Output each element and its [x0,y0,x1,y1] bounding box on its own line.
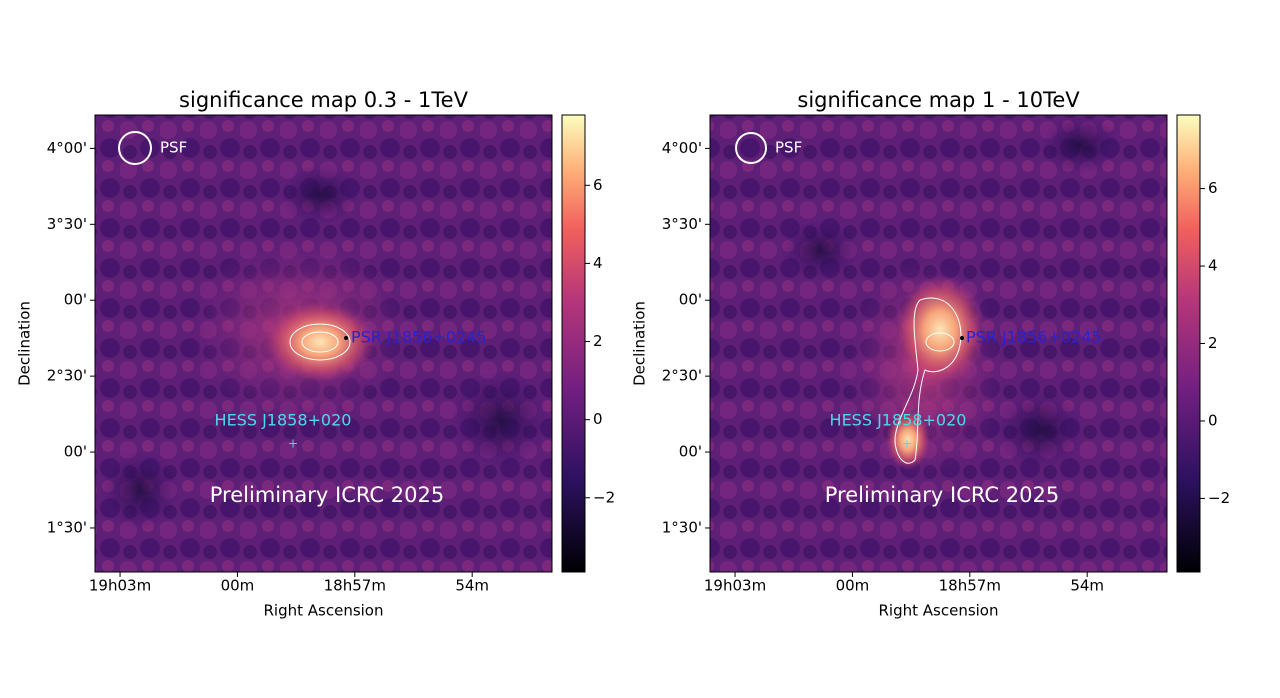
colorbar-tick-label: −2 [1208,489,1230,507]
colorbar-tick-label: −2 [593,488,615,506]
x-tick-label: 19h03m [704,577,766,595]
panel-1-image: + [710,115,1167,572]
axes-frame [94,114,553,573]
annotation: PSR J1856+0245 [966,328,1102,347]
colorbar-tick-label: 0 [1208,411,1218,429]
colorbar-tick-label: 6 [593,176,603,194]
colorbar [1176,114,1201,573]
svg-text:+: + [902,437,912,451]
y-tick-label: 2°30' [662,367,702,385]
colorbar-tick-label: 4 [593,254,603,272]
axes-frame [709,114,1168,573]
x-tick-label: 19h03m [89,577,151,595]
y-tick-label: 00' [679,443,702,461]
colorbar-tick-label: 2 [593,332,603,350]
annotation: Preliminary ICRC 2025 [825,483,1059,507]
panel-title: significance map 0.3 - 1TeV [179,88,469,112]
x-axis-label: Right Ascension [879,602,999,620]
y-axis-label: Declination [631,301,649,386]
x-tick-label: 54m [1070,577,1104,595]
annotation: HESS J1858+020 [215,411,352,430]
x-tick-label: 54m [455,577,489,595]
x-tick-label: 00m [836,577,870,595]
y-tick-label: 3°30' [47,215,87,233]
y-tick-label: 3°30' [662,215,702,233]
colorbar-tick-label: 2 [1208,334,1218,352]
y-tick-label: 4°00' [47,139,87,157]
annotation: HESS J1858+020 [830,411,967,430]
annotation: PSR J1856+0245 [351,328,487,347]
y-tick-label: 2°30' [47,367,87,385]
svg-text:+: + [288,437,298,451]
annotation: Preliminary ICRC 2025 [210,483,444,507]
y-tick-label: 4°00' [662,139,702,157]
panel-title: significance map 1 - 10TeV [797,88,1080,112]
annotation: PSF [775,139,802,157]
y-tick-label: 00' [679,291,702,309]
y-tick-label: 00' [64,291,87,309]
y-tick-label: 00' [64,443,87,461]
y-tick-label: 1°30' [47,518,87,536]
y-tick-label: 1°30' [662,518,702,536]
colorbar-tick-label: 6 [1208,179,1218,197]
colorbar-tick-label: 4 [1208,257,1218,275]
panel-0-image: + [95,115,552,572]
x-tick-label: 18h57m [324,577,386,595]
x-tick-label: 18h57m [939,577,1001,595]
x-tick-label: 00m [221,577,255,595]
y-axis-label: Declination [16,301,34,386]
colorbar-tick-label: 0 [593,410,603,428]
colorbar [561,114,586,573]
x-axis-label: Right Ascension [264,602,384,620]
annotation: PSF [160,139,187,157]
